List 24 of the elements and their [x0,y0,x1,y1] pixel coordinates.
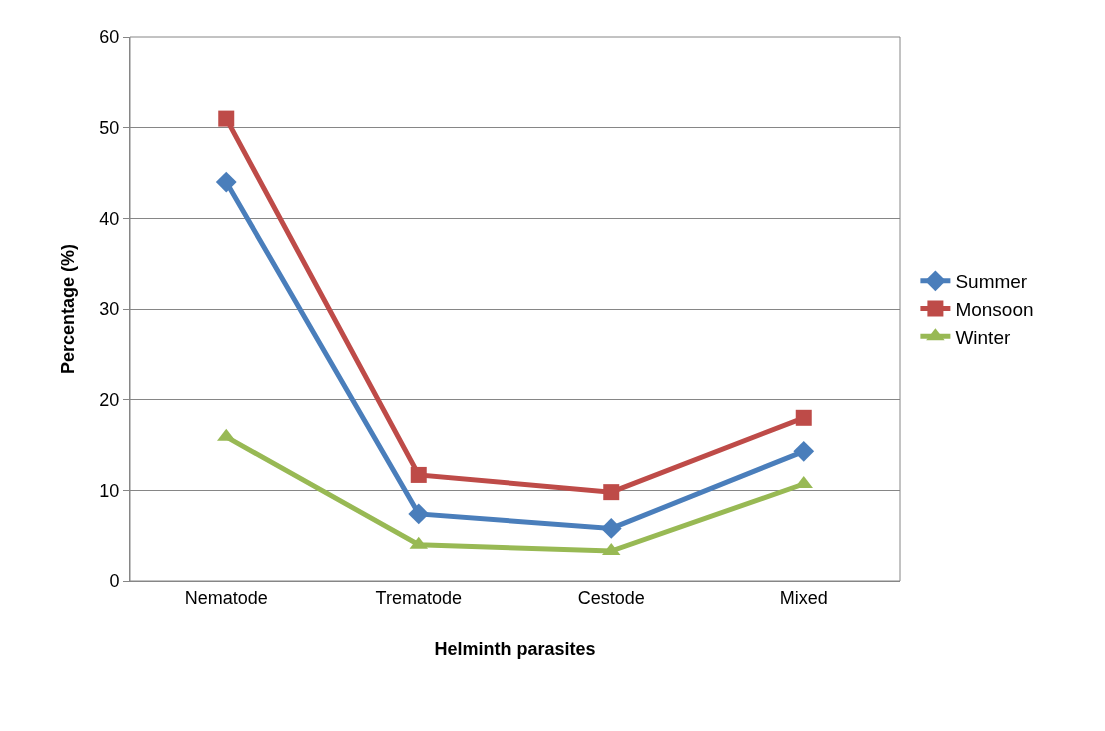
legend-label: Monsoon [955,298,1034,320]
y-tick-label: 20 [99,389,120,410]
x-tick-label: Cestode [577,587,645,608]
x-tick-label: Trematode [375,587,462,608]
y-tick-label: 30 [99,299,120,320]
point [795,409,812,426]
y-tick-label: 0 [109,571,120,592]
point [218,110,235,127]
point [793,440,815,462]
point [410,466,427,483]
y-tick-label: 50 [99,117,120,138]
y-tick-label: 10 [99,480,120,501]
y-axis-title: Percentage (%) [57,243,78,375]
x-axis-title: Helminth parasites [434,638,596,659]
legend-label: Summer [955,271,1028,293]
legend-label: Winter [955,326,1011,348]
y-tick-label: 40 [99,208,120,229]
point [600,518,622,539]
point [603,484,620,501]
x-tick-label: Nematode [184,587,268,608]
y-tick-label: 60 [99,27,120,48]
point [215,171,237,193]
x-tick-label: Mixed [779,587,828,608]
point [408,503,430,525]
